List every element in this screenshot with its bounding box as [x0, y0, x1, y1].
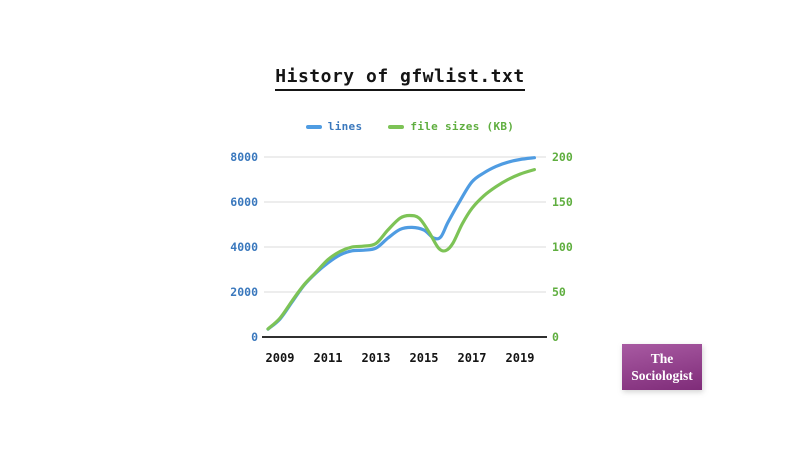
tick-right: 0 — [552, 330, 559, 344]
legend-line-swatch-icon — [388, 124, 405, 129]
series-line-lines — [266, 156, 536, 331]
sociologist-badge: The Sociologist — [622, 344, 702, 390]
tick-right: 150 — [552, 195, 573, 209]
tick-left: 2000 — [230, 285, 258, 299]
legend-line-swatch-icon — [305, 124, 322, 129]
tick-left: 4000 — [230, 240, 258, 254]
tick-right: 50 — [552, 285, 566, 299]
legend-label: lines — [327, 120, 363, 133]
tick-right: 200 — [552, 150, 573, 164]
chart-title-text: History of gfwlist.txt — [275, 66, 525, 91]
tick-x: 2013 — [361, 351, 391, 365]
series-line-file-sizes-KB — [266, 168, 536, 331]
tick-left: 8000 — [230, 150, 258, 164]
tick-x: 2017 — [457, 351, 487, 365]
chart-legend: lines file sizes (KB) — [18, 120, 800, 133]
tick-right: 100 — [552, 240, 573, 254]
tick-x: 2019 — [505, 351, 535, 365]
tick-x: 2015 — [409, 351, 439, 365]
tick-x: 2011 — [313, 351, 343, 365]
tick-left: 6000 — [230, 195, 258, 209]
badge-line-1: The — [650, 350, 674, 366]
legend-item-lines[interactable]: lines — [305, 120, 363, 133]
tick-left: 0 — [251, 330, 258, 344]
legend-item-file-sizes-KB[interactable]: file sizes (KB) — [388, 120, 514, 133]
legend-label: file sizes (KB) — [410, 120, 515, 133]
tick-x: 2009 — [265, 351, 295, 365]
badge-line-2: Sociologist — [631, 368, 693, 383]
page-title: History of gfwlist.txt — [0, 66, 800, 91]
